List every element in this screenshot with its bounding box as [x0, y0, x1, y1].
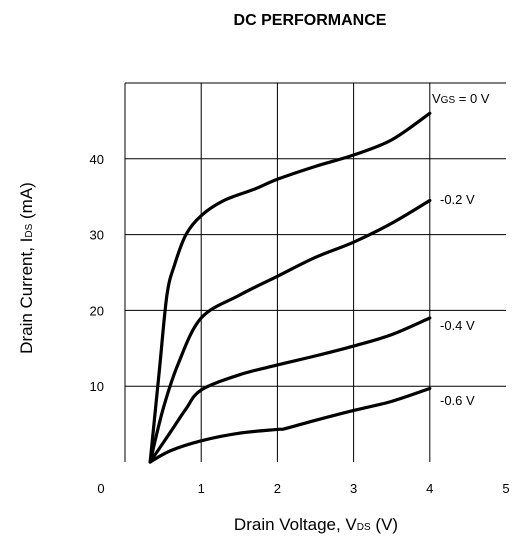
y-tick-labels: 10 20 30 40 — [90, 152, 104, 394]
x-axis-label: Drain Voltage, VDS (V) — [234, 515, 398, 534]
x-tick-label: 4 — [426, 481, 433, 496]
curve-label-3: -0.4 V — [440, 318, 475, 333]
x-tick-labels: 0 1 2 3 4 5 — [97, 481, 509, 496]
x-tick-label: 1 — [198, 481, 205, 496]
curve-label-1: VGS = 0 V — [432, 91, 490, 106]
curve-labels: VGS = 0 V -0.2 V -0.4 V -0.6 V — [432, 91, 490, 408]
y-tick-label: 30 — [90, 228, 104, 243]
curve-1 — [148, 111, 432, 464]
y-tick-label: 10 — [90, 379, 104, 394]
y-tick-label: 40 — [90, 152, 104, 167]
curve-3 — [148, 316, 432, 464]
curve-2 — [148, 198, 432, 464]
curve-label-4: -0.6 V — [440, 393, 475, 408]
x-tick-label: 2 — [274, 481, 281, 496]
curves — [148, 111, 432, 464]
x-tick-label: 3 — [350, 481, 357, 496]
curve-4 — [148, 386, 432, 464]
chart-title: DC PERFORMANCE — [234, 12, 387, 29]
x-tick-label: 5 — [502, 481, 509, 496]
curve-label-2: -0.2 V — [440, 192, 475, 207]
y-axis-label: Drain Current, IDS (mA) — [17, 182, 36, 354]
grid — [124, 82, 506, 462]
x-tick-label: 0 — [97, 481, 104, 496]
y-tick-label: 20 — [90, 303, 104, 318]
